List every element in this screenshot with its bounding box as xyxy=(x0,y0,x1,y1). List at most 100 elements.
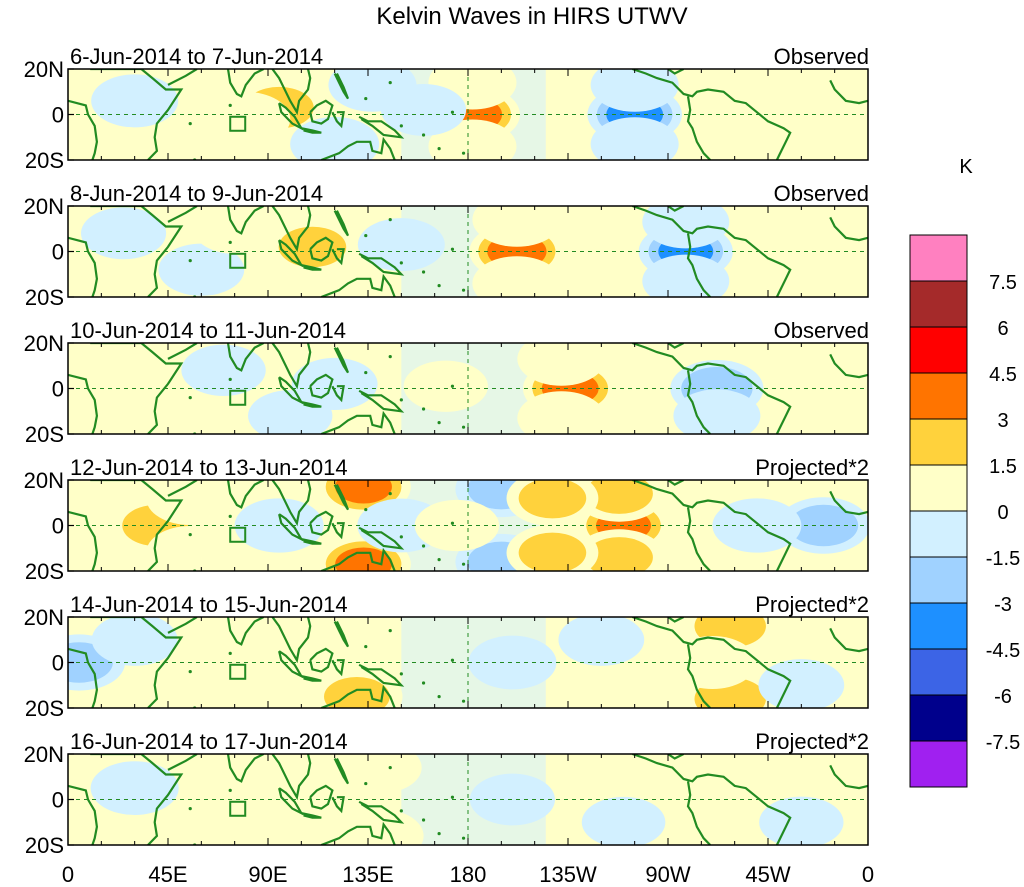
island xyxy=(450,384,455,388)
panel-type-label: Observed xyxy=(774,44,869,69)
island xyxy=(188,122,192,126)
coastline xyxy=(320,547,396,571)
coastline xyxy=(686,644,711,708)
anomaly-contour xyxy=(518,532,587,571)
island xyxy=(228,103,232,107)
colorbar-swatch xyxy=(909,648,968,696)
anomaly-contour xyxy=(558,617,645,666)
coastline xyxy=(90,69,184,160)
coastline xyxy=(68,510,99,571)
coastline xyxy=(301,675,322,682)
reference-box xyxy=(229,800,247,817)
panel-type-label: Projected*2 xyxy=(755,455,869,480)
x-axis: 0 45E 90E 135E 180 135W 90W 45W 0 xyxy=(62,862,874,887)
panel-date-range: 14-Jun-2014 to 15-Jun-2014 xyxy=(70,592,348,617)
anomaly-contour xyxy=(146,525,235,571)
y-tick-label: 20S xyxy=(25,422,64,447)
island xyxy=(364,370,368,375)
panel-4: 20N 0 20S 12-Jun-2014 to 13-Jun-2014 Project… xyxy=(24,455,869,584)
x-tick-label: 180 xyxy=(450,862,487,887)
coastline xyxy=(271,617,312,664)
coastline xyxy=(358,526,405,550)
island xyxy=(421,818,426,822)
anomaly-contour xyxy=(813,362,868,415)
coastline xyxy=(271,206,312,253)
anomaly-contour xyxy=(469,773,555,826)
coastline xyxy=(309,647,334,673)
coastline xyxy=(829,627,868,653)
anomaly-contour xyxy=(324,677,390,708)
coastline xyxy=(333,484,350,511)
coastline xyxy=(632,480,792,571)
colorbar-swatch xyxy=(909,510,968,558)
x-tick-label: 45E xyxy=(148,862,187,887)
y-tick-label: 20N xyxy=(24,331,64,356)
coastline xyxy=(167,343,198,360)
island xyxy=(437,284,441,288)
coastline xyxy=(686,96,711,160)
colorbar: 7.5 6 4.5 3 1.5 0 -1.5 -3 -4.5 -6 -7.5 xyxy=(909,234,1020,788)
coastlines xyxy=(68,480,868,571)
island xyxy=(461,151,466,155)
colorbar-level-label: -6 xyxy=(994,686,1012,708)
island xyxy=(228,788,232,793)
coastline xyxy=(309,373,334,399)
anomaly-contour xyxy=(181,344,266,396)
coastline xyxy=(829,490,868,516)
island xyxy=(188,533,192,537)
reference-box xyxy=(229,252,247,269)
colorbar-swatch xyxy=(909,694,968,742)
coastline xyxy=(167,69,198,86)
reference-box xyxy=(229,115,247,132)
island xyxy=(228,651,232,656)
coastline xyxy=(226,617,265,646)
coastline xyxy=(320,410,396,434)
anomaly-contour xyxy=(585,480,653,514)
island xyxy=(228,377,232,381)
island xyxy=(437,558,441,562)
coastline xyxy=(358,800,405,824)
coastline xyxy=(686,507,711,571)
y-tick-label: 20N xyxy=(24,605,64,630)
anomaly-field xyxy=(90,754,866,845)
coastline xyxy=(271,343,312,390)
coastline xyxy=(829,764,868,790)
colorbar-swatch xyxy=(909,372,968,420)
coastline xyxy=(331,385,345,403)
anomaly-contour xyxy=(81,207,167,260)
coastline xyxy=(320,821,396,845)
anomaly-contour xyxy=(68,362,145,415)
anomaly-contour xyxy=(642,206,730,249)
island xyxy=(437,421,441,425)
island xyxy=(228,514,232,519)
island xyxy=(461,425,466,429)
coastline xyxy=(320,684,396,708)
coastline xyxy=(271,69,312,116)
coastline xyxy=(331,659,345,677)
anomaly-contour xyxy=(758,659,845,708)
island xyxy=(364,644,368,649)
coastline xyxy=(632,69,792,160)
panel-3: 20N 0 20S 10-Jun-2014 to 11-Jun-2014 Observe… xyxy=(24,318,869,447)
y-tick-label: 20N xyxy=(24,742,64,767)
anomaly-contour xyxy=(403,360,488,412)
coastline xyxy=(358,115,405,139)
coastline xyxy=(331,522,345,540)
colorbar-level-label: -7.5 xyxy=(986,732,1020,754)
anomaly-contour xyxy=(312,617,401,656)
coastline xyxy=(90,617,184,708)
anomaly-contour xyxy=(68,480,134,520)
anomaly-contour xyxy=(158,243,245,296)
anomaly-field xyxy=(81,206,822,297)
anomaly-contour xyxy=(290,116,380,160)
y-tick-label: 0 xyxy=(52,651,64,676)
island xyxy=(388,218,392,222)
coastline xyxy=(309,510,334,536)
island xyxy=(388,81,392,85)
island xyxy=(388,629,392,633)
coastline xyxy=(358,663,405,687)
coastline xyxy=(301,264,322,271)
coastline xyxy=(829,353,868,379)
anomaly-contour xyxy=(692,754,778,799)
island xyxy=(364,233,368,238)
